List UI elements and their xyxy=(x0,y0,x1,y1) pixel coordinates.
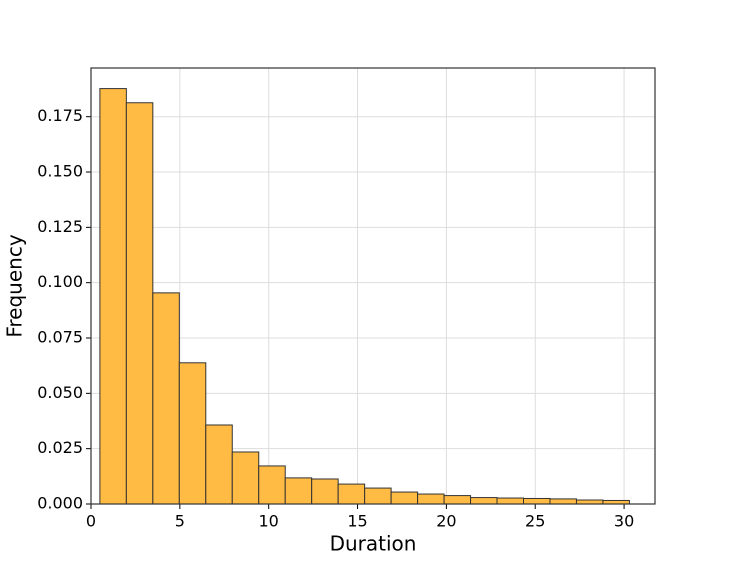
y-tick-label: 0.075 xyxy=(37,328,83,347)
bar xyxy=(311,478,339,505)
x-tick-label: 5 xyxy=(175,512,185,531)
y-tick-label: 0.050 xyxy=(37,383,83,402)
y-tick-label: 0.025 xyxy=(37,438,83,457)
bar xyxy=(99,88,127,505)
plot-frame xyxy=(90,67,656,505)
bar xyxy=(523,497,551,505)
x-tick-label: 10 xyxy=(259,512,279,531)
bar xyxy=(549,498,577,505)
y-tick-label: 0.100 xyxy=(37,272,83,291)
bar xyxy=(178,362,207,505)
x-axis-label: Duration xyxy=(330,532,417,556)
bar xyxy=(152,292,180,505)
y-axis-label: Frequency xyxy=(3,234,27,337)
bar xyxy=(470,497,498,505)
bar xyxy=(443,495,472,505)
bar xyxy=(337,483,366,505)
y-tick-label: 0.000 xyxy=(37,494,83,513)
x-tick-label: 25 xyxy=(525,512,545,531)
x-tick-label: 0 xyxy=(86,512,96,531)
y-tick-label: 0.175 xyxy=(37,106,83,125)
bar xyxy=(390,491,419,505)
y-tick-label: 0.150 xyxy=(37,162,83,181)
bar xyxy=(125,102,154,505)
bar xyxy=(258,465,286,505)
bar xyxy=(364,487,392,505)
bar xyxy=(205,424,233,505)
bar xyxy=(417,493,445,505)
x-tick-label: 30 xyxy=(614,512,634,531)
x-tick-label: 15 xyxy=(347,512,367,531)
x-tick-label: 20 xyxy=(436,512,456,531)
bar xyxy=(231,451,260,505)
bar xyxy=(496,497,525,505)
bar xyxy=(284,477,313,505)
y-tick-label: 0.125 xyxy=(37,217,83,236)
